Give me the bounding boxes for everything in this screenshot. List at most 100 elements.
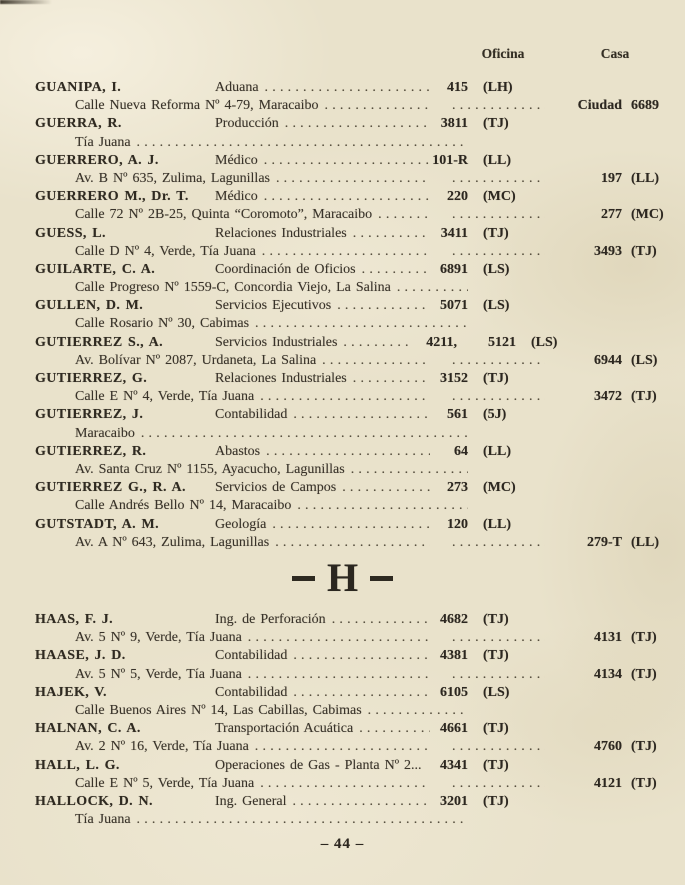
- office-exchange-code: (LS): [483, 298, 510, 314]
- entry-line-address: Av. Santa Cruz Nº 1155, Ayacucho, Laguni…: [0, 461, 685, 479]
- entry-address: Calle Progreso Nº 1559-C, Concordia Viej…: [75, 280, 391, 296]
- entry-line-address: Av. 5 Nº 9, Verde, Tía Juana 4131 (TJ): [0, 629, 685, 647]
- entry-address: Maracaibo: [75, 425, 135, 441]
- address-indent: [35, 279, 75, 297]
- office-number: 415: [447, 80, 468, 95]
- leader-dots: [345, 461, 468, 479]
- entry-address: Calle E Nº 5, Verde, Tía Juana: [75, 775, 255, 791]
- office-number: 4661: [440, 721, 468, 737]
- entry-line-address: Calle E Nº 4, Verde, Tía Juana 3472 (TJ): [0, 388, 685, 406]
- entry-line-main: GUTIERREZ G., R. A. Servicios de Campos 27…: [0, 479, 685, 497]
- address-indent: [35, 425, 75, 443]
- office-number: 64: [454, 443, 468, 459]
- entry-job-title: Contabilidad: [215, 684, 288, 700]
- entry-name: GUTIERREZ S., A.: [35, 334, 164, 350]
- entry-left-region: HAAS, F. J. Ing. de Perforación: [35, 611, 430, 629]
- entry-left-region: GUERRERO M., Dr. T. Médico: [35, 188, 430, 206]
- entry-left-region: GUTSTADT, A. M. Geología: [35, 516, 430, 534]
- entry-address: Calle E Nº 4, Verde, Tía Juana: [75, 389, 255, 405]
- entry-name: GUANIPA, I.: [35, 80, 122, 95]
- address-indent: [35, 775, 75, 793]
- leader-dots: [242, 629, 430, 647]
- office-exchange-code: (TJ): [483, 721, 509, 737]
- entry-left-region: Maracaibo: [35, 425, 468, 443]
- entry-name: HAAS, F. J.: [35, 612, 114, 627]
- address-indent: [35, 352, 75, 370]
- entry-left-region: Av. 5 Nº 9, Verde, Tía Juana: [35, 629, 430, 647]
- leader-dots: [135, 425, 468, 443]
- leader-dots: [291, 497, 468, 515]
- scan-edge-artifact: [0, 0, 52, 4]
- casa-exchange-code: (TJ): [631, 389, 657, 405]
- directory-section-h: HAAS, F. J.Ing. de Perforación 4682 (TJ) Av…: [0, 611, 685, 829]
- office-exchange-code: (TJ): [483, 648, 509, 664]
- leader-dots: [372, 206, 430, 224]
- office-exchange-code: (LS): [483, 684, 510, 700]
- casa-exchange-code: (MC): [631, 207, 664, 223]
- entry-line-main: GULLEN, D. M. Servicios Ejecutivos 5071 (LS…: [0, 297, 685, 315]
- entry-left-region: GUERRERO, A. J. Médico: [35, 152, 430, 170]
- office-exchange-code: (5J): [483, 407, 507, 423]
- office-exchange-code: (TJ): [483, 225, 509, 241]
- entry-line-main: HALNAN, C. A. Transportación Acuática 4661…: [0, 720, 685, 738]
- office-exchange-code: (TJ): [483, 757, 509, 773]
- entry-address: Tía Juana: [75, 812, 131, 828]
- entry-left-region: HALLOCK, D. N. Ing. General: [35, 793, 430, 811]
- entry-line-main: HAJEK, V. Contabilidad 6105 (LS): [0, 684, 685, 702]
- entry-left-region: Calle E Nº 4, Verde, Tía Juana: [35, 388, 430, 406]
- entry-left-region: Av. 5 Nº 5, Verde, Tía Juana: [35, 666, 430, 684]
- leader-dots: [362, 702, 468, 720]
- entry-left-region: Calle Nueva Reforma Nº 4-79, Maracaibo: [35, 97, 430, 115]
- column-headers: Oficina Casa: [0, 46, 685, 64]
- office-number: 561: [447, 407, 468, 423]
- address-indent: [35, 243, 75, 261]
- entry-line-address: Av. 5 Nº 5, Verde, Tía Juana 4134 (TJ): [0, 666, 685, 684]
- entry-address: Calle 72 Nº 2B-25, Quinta “Coromoto”, Ma…: [75, 207, 373, 223]
- office-column-dots: [452, 97, 545, 115]
- entry-job-title: Producción: [215, 116, 279, 132]
- entry-line-address: Av. B Nº 635, Zulima, Lagunillas 197 (LL): [0, 170, 685, 188]
- column-header-casa: Casa: [600, 46, 630, 61]
- office-exchange-code: (MC): [483, 189, 516, 205]
- office-number: 6105: [440, 684, 468, 700]
- entry-job-title: Contabilidad: [215, 648, 288, 664]
- entry-left-region: GULLEN, D. M. Servicios Ejecutivos: [35, 297, 430, 315]
- office-number: 120: [447, 516, 468, 532]
- entry-left-region: Calle Andrés Bello Nº 14, Maracaibo: [35, 497, 468, 515]
- entry-address: Tía Juana: [75, 134, 131, 150]
- entry-line-main: GUERRERO M., Dr. T. Médico 220 (MC): [0, 188, 685, 206]
- entry-address: Calle Andrés Bello Nº 14, Maracaibo: [75, 498, 292, 514]
- office-column-dots: [452, 666, 545, 684]
- office-exchange-code: (TJ): [483, 793, 509, 809]
- office-column-dots: [452, 388, 545, 406]
- casa-number: Ciudad: [577, 98, 622, 114]
- entry-line-address: Tía Juana: [0, 811, 685, 829]
- office-column-dots: [452, 738, 545, 756]
- leader-dots: [242, 666, 430, 684]
- entry-line-address: Calle 72 Nº 2B-25, Quinta “Coromoto”, Ma…: [0, 206, 685, 224]
- office-number: 4682: [440, 612, 468, 627]
- entry-job-title: Servicios de Campos: [215, 480, 337, 496]
- casa-number: 4131: [594, 630, 622, 646]
- divider-dash-right-icon: [370, 575, 394, 581]
- entry-address: Calle D Nº 4, Verde, Tía Juana: [75, 243, 256, 259]
- office-number: 5121: [488, 334, 516, 350]
- entry-left-region: GUTIERREZ G., R. A. Servicios de Campos: [35, 479, 430, 497]
- entry-name: GUILARTE, C. A.: [35, 261, 156, 277]
- office-number: 3811: [440, 116, 468, 132]
- address-indent: [35, 738, 75, 756]
- casa-number: 3472: [594, 389, 622, 405]
- entry-line-main: GUTIERREZ, R. Abastos 64 (LL): [0, 443, 685, 461]
- entry-line-main: GUTIERREZ, J. Contabilidad 561 (5J): [0, 406, 685, 424]
- address-indent: [35, 134, 75, 152]
- entry-job-title: Abastos: [215, 443, 261, 459]
- entry-left-region: HALL, L. G. Operaciones de Gas - Planta N…: [35, 757, 468, 775]
- leader-dots: [256, 243, 430, 261]
- casa-number: 277: [601, 207, 622, 223]
- column-header-oficina: Oficina: [481, 46, 525, 61]
- entry-line-address: Calle Rosario Nº 30, Cabimas: [0, 315, 685, 333]
- entry-left-region: Av. Santa Cruz Nº 1155, Ayacucho, Laguni…: [35, 461, 468, 479]
- entry-left-region: GUANIPA, I. Aduana: [35, 79, 430, 97]
- entry-name: GUERRA, R.: [35, 116, 122, 132]
- entry-line-address: Calle Nueva Reforma Nº 4-79, Maracaibo Ci…: [0, 97, 685, 115]
